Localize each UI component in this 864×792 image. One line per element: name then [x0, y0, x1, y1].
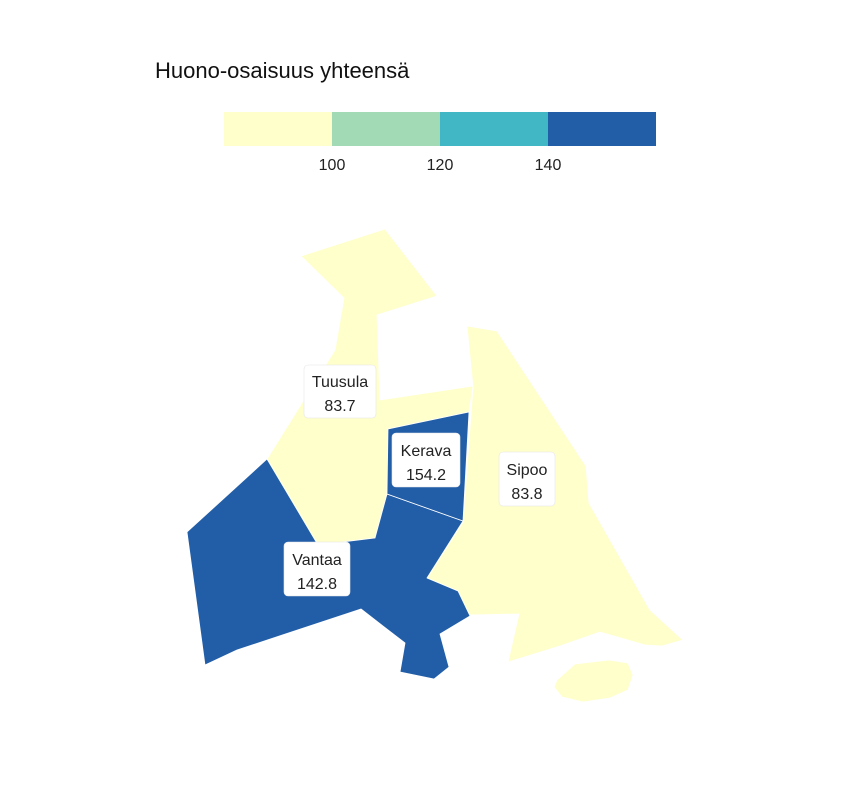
legend-swatch-1 [224, 112, 332, 146]
legend-swatch-3 [440, 112, 548, 146]
region-value: 142.8 [297, 576, 337, 593]
legend-break-label: 100 [319, 157, 346, 174]
legend-swatch-2 [332, 112, 440, 146]
color-legend: 100 120 140 [224, 112, 656, 174]
region-name: Kerava [401, 443, 452, 460]
region-value: 83.7 [324, 398, 355, 415]
region-name: Sipoo [507, 462, 548, 479]
region-name: Tuusula [312, 374, 368, 391]
label-box [498, 451, 556, 507]
legend-break-label: 140 [535, 157, 562, 174]
region-value: 154.2 [406, 467, 446, 484]
region-label-tuusula: Tuusula 83.7 [303, 364, 377, 419]
legend-break-label: 120 [427, 157, 454, 174]
label-box [303, 364, 377, 419]
label-box [283, 541, 351, 597]
region-value: 83.8 [511, 486, 542, 503]
region-label-vantaa: Vantaa 142.8 [283, 541, 351, 597]
region-labels: Tuusula 83.7 Kerava 154.2 Sipoo 83.8 Van… [283, 364, 556, 597]
region-name: Vantaa [292, 552, 342, 569]
region-label-kerava: Kerava 154.2 [391, 432, 461, 488]
label-box [391, 432, 461, 488]
legend-swatch-4 [548, 112, 656, 146]
region-label-sipoo: Sipoo 83.8 [498, 451, 556, 507]
region-sipoo[interactable] [426, 325, 684, 703]
map-title: Huono-osaisuus yhteensä [155, 58, 410, 83]
